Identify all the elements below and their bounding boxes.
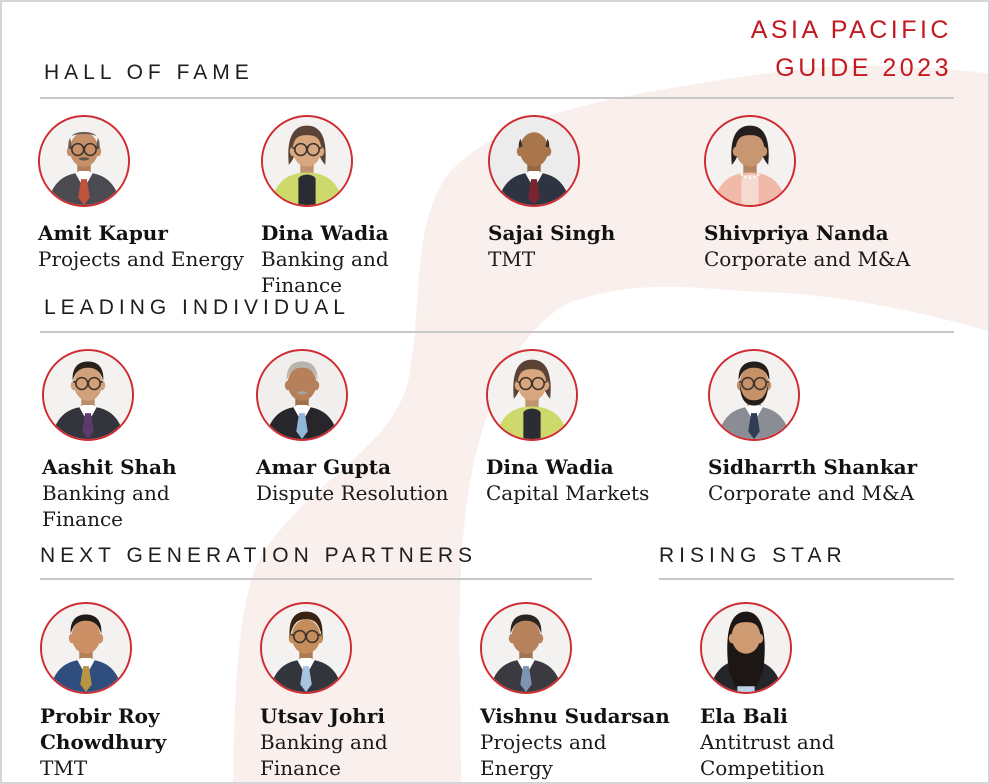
person-card: Ela Bali Antitrust and Competition — [700, 602, 912, 781]
section-title-hall-of-fame: HALL OF FAME — [44, 61, 254, 84]
avatar — [40, 602, 132, 694]
section-title-next-generation-partners: NEXT GENERATION PARTNERS — [40, 544, 477, 567]
avatar — [260, 602, 352, 694]
person-card: Dina Wadia Capital Markets — [486, 349, 698, 506]
person-card: Sajai Singh TMT — [488, 115, 700, 272]
person-photo-icon — [258, 351, 346, 439]
person-practice: Banking and Finance — [261, 247, 389, 297]
person-photo-icon — [42, 604, 130, 692]
person-card: Utsav Johri Banking and Finance — [260, 602, 472, 781]
avatar — [38, 115, 130, 207]
avatar — [486, 349, 578, 441]
person-practice: Corporate and M&A — [704, 247, 911, 271]
avatar — [708, 349, 800, 441]
person-practice: Banking and Finance — [260, 730, 388, 780]
person-name: Amar Gupta — [256, 455, 391, 479]
person-practice: Projects and Energy — [480, 730, 607, 780]
avatar — [42, 349, 134, 441]
section-rule — [40, 331, 954, 333]
person-name: Ela Bali — [700, 704, 788, 728]
person-card: Sidharrth Shankar Corporate and M&A — [708, 349, 920, 506]
person-practice: TMT — [488, 247, 536, 271]
person-practice: Projects and Energy — [38, 247, 244, 271]
avatar — [480, 602, 572, 694]
person-practice: Banking and Finance — [42, 481, 170, 531]
person-photo-icon — [263, 117, 351, 205]
avatar — [700, 602, 792, 694]
avatar — [704, 115, 796, 207]
person-photo-icon — [710, 351, 798, 439]
person-photo-icon — [702, 604, 790, 692]
person-card: Amar Gupta Dispute Resolution — [256, 349, 468, 506]
person-name: Utsav Johri — [260, 704, 385, 728]
page-title: ASIA PACIFIC GUIDE 2023 — [750, 16, 952, 82]
person-photo-icon — [706, 117, 794, 205]
person-card: Amit Kapur Projects and Energy — [38, 115, 250, 272]
person-name: Dina Wadia — [261, 221, 389, 245]
person-photo-icon — [488, 351, 576, 439]
person-practice: TMT — [40, 756, 88, 780]
person-name: Vishnu Sudarsan — [480, 704, 670, 728]
person-name: Sidharrth Shankar — [708, 455, 918, 479]
person-card: Aashit Shah Banking and Finance — [42, 349, 254, 532]
person-practice: Corporate and M&A — [708, 481, 915, 505]
section-title-rising-star: RISING STAR — [659, 544, 847, 567]
person-practice: Dispute Resolution — [256, 481, 449, 505]
person-name: Probir Roy Chowdhury — [40, 704, 167, 754]
person-name: Shivpriya Nanda — [704, 221, 889, 245]
person-name: Amit Kapur — [38, 221, 168, 245]
person-name: Sajai Singh — [488, 221, 616, 245]
person-card: Dina Wadia Banking and Finance — [261, 115, 473, 298]
section-rule — [659, 578, 954, 580]
person-photo-icon — [482, 604, 570, 692]
section-rule — [40, 578, 592, 580]
person-photo-icon — [262, 604, 350, 692]
person-practice: Antitrust and Competition — [700, 730, 835, 780]
person-name: Aashit Shah — [42, 455, 177, 479]
avatar — [261, 115, 353, 207]
avatar — [256, 349, 348, 441]
person-photo-icon — [44, 351, 132, 439]
avatar — [488, 115, 580, 207]
person-card: Vishnu Sudarsan Projects and Energy — [480, 602, 692, 781]
person-photo-icon — [490, 117, 578, 205]
person-card: Shivpriya Nanda Corporate and M&A — [704, 115, 916, 272]
section-title-leading-individual: LEADING INDIVIDUAL — [44, 296, 350, 319]
person-photo-icon — [40, 117, 128, 205]
person-card: Probir Roy Chowdhury TMT — [40, 602, 252, 781]
person-name: Dina Wadia — [486, 455, 614, 479]
section-rule — [40, 97, 954, 99]
person-practice: Capital Markets — [486, 481, 650, 505]
